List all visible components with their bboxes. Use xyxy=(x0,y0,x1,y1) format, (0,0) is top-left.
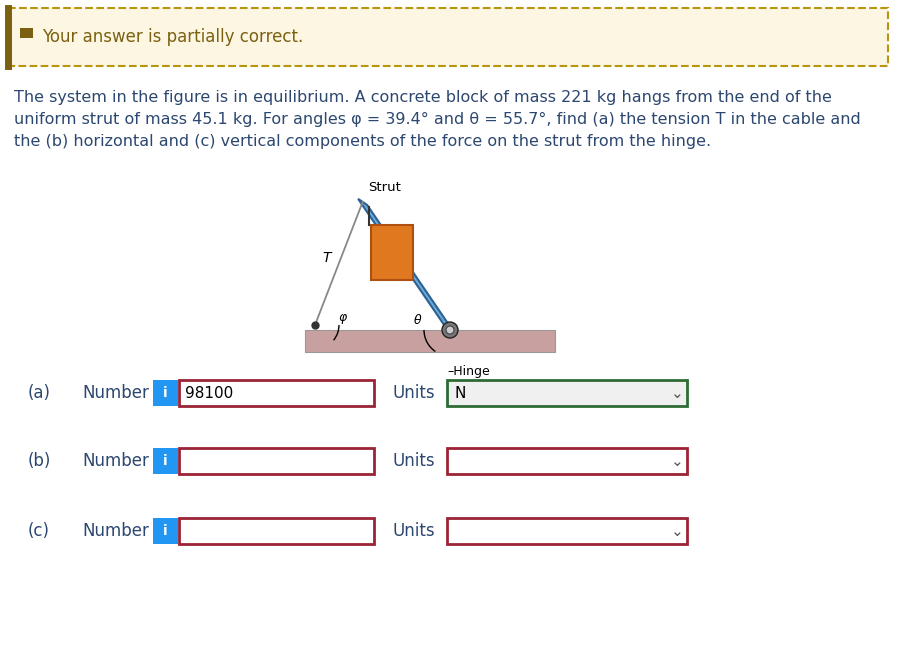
Text: θ: θ xyxy=(414,314,422,327)
Text: The system in the figure is in equilibrium. A concrete block of mass 221 kg hang: The system in the figure is in equilibri… xyxy=(14,90,832,105)
Text: i: i xyxy=(163,524,168,538)
Text: i: i xyxy=(163,454,168,468)
Bar xyxy=(179,448,374,474)
Text: –Hinge: –Hinge xyxy=(447,365,490,378)
Bar xyxy=(153,518,178,544)
Text: ⌄: ⌄ xyxy=(670,454,683,469)
Bar xyxy=(370,225,413,280)
Text: (b): (b) xyxy=(28,452,51,470)
Text: T: T xyxy=(323,251,331,266)
Text: N: N xyxy=(454,386,466,400)
Text: Number: Number xyxy=(82,384,149,402)
Bar xyxy=(153,448,178,474)
Circle shape xyxy=(446,326,454,334)
Text: Number: Number xyxy=(82,452,149,470)
FancyBboxPatch shape xyxy=(8,8,888,66)
Circle shape xyxy=(442,322,458,338)
Bar xyxy=(179,518,374,544)
Bar xyxy=(20,28,33,38)
Text: ⌄: ⌄ xyxy=(670,524,683,538)
Bar xyxy=(447,448,687,474)
Text: Units: Units xyxy=(393,452,435,470)
Text: φ: φ xyxy=(339,310,347,323)
Bar xyxy=(447,380,687,406)
Text: Your answer is partially correct.: Your answer is partially correct. xyxy=(42,28,304,46)
Text: Strut: Strut xyxy=(368,181,401,194)
Text: (a): (a) xyxy=(28,384,51,402)
Polygon shape xyxy=(358,199,454,333)
Text: uniform strut of mass 45.1 kg. For angles φ = 39.4° and θ = 55.7°, find (a) the : uniform strut of mass 45.1 kg. For angle… xyxy=(14,112,860,127)
Bar xyxy=(153,380,178,406)
Text: the (b) horizontal and (c) vertical components of the force on the strut from th: the (b) horizontal and (c) vertical comp… xyxy=(14,134,711,149)
Text: ⌄: ⌄ xyxy=(670,386,683,400)
Text: Units: Units xyxy=(393,522,435,540)
Text: Number: Number xyxy=(82,522,149,540)
Bar xyxy=(305,330,555,352)
Bar xyxy=(179,380,374,406)
Bar xyxy=(447,518,687,544)
Text: 98100: 98100 xyxy=(185,386,233,400)
Text: (c): (c) xyxy=(28,522,50,540)
Text: i: i xyxy=(163,386,168,400)
Text: Units: Units xyxy=(393,384,435,402)
